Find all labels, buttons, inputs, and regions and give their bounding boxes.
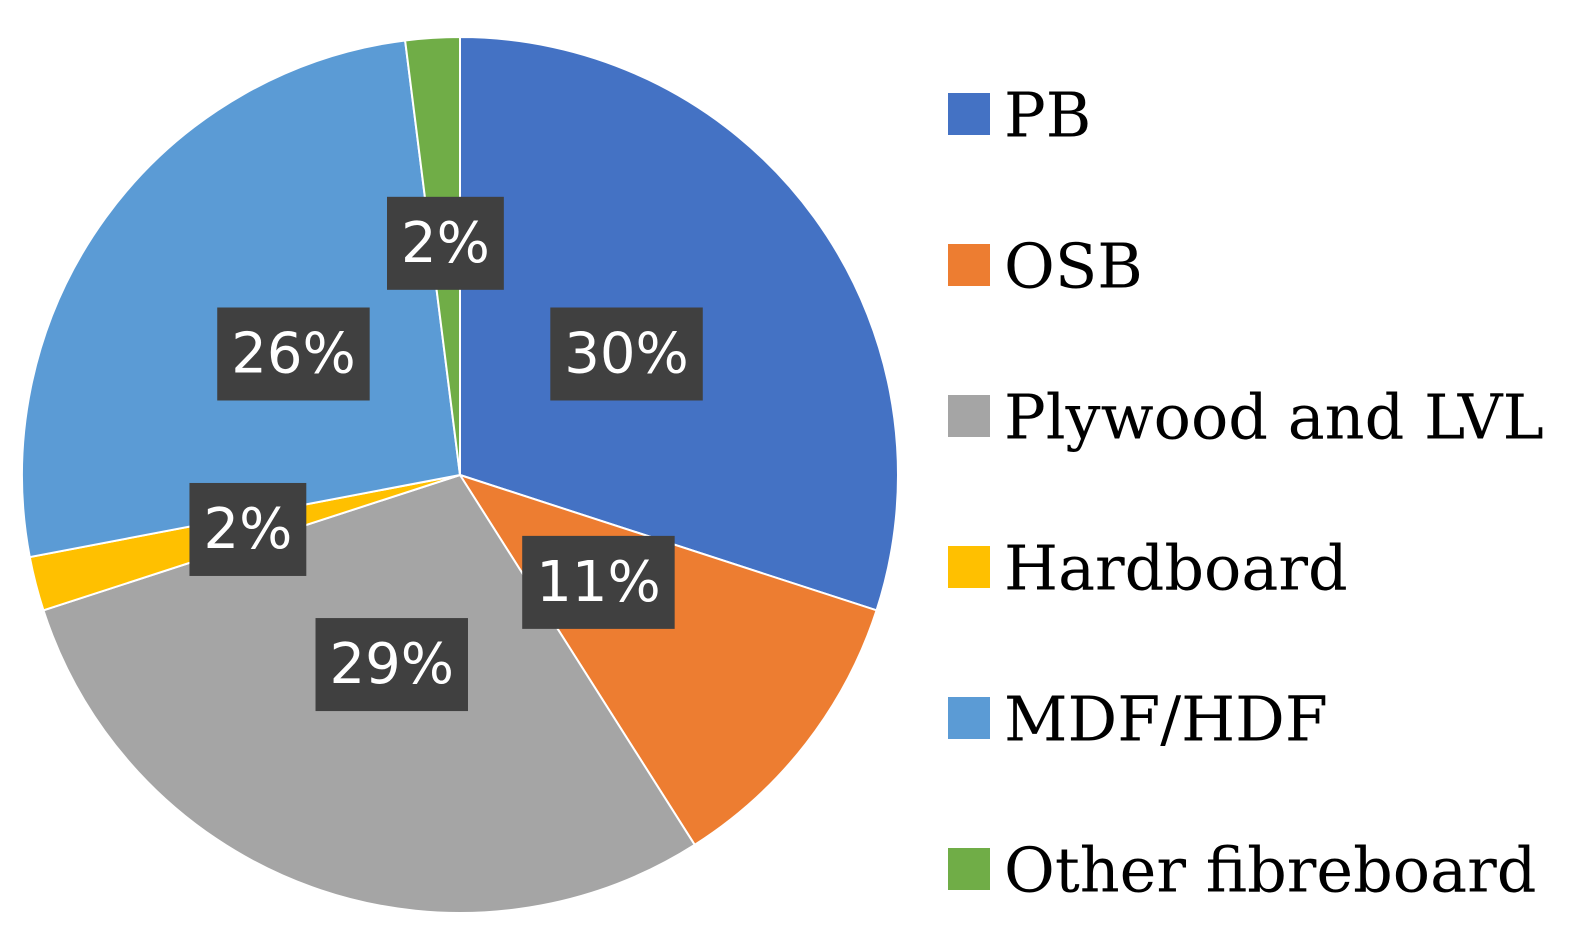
data-label-text: 26%	[231, 321, 355, 386]
legend-swatch	[948, 848, 990, 890]
legend-label: Other fibreboard	[1004, 834, 1536, 907]
data-label-text: 2%	[401, 211, 490, 276]
data-label-plywood-and-lvl: 29%	[315, 618, 468, 712]
data-label-text: 11%	[536, 550, 660, 615]
data-label-box	[189, 482, 307, 576]
pie-slices	[21, 35, 899, 914]
legend-label: Plywood and LVL	[1004, 381, 1544, 454]
legend-swatch	[948, 697, 990, 739]
legend-item-pb: PB	[948, 79, 1091, 152]
legend-label: Hardboard	[1004, 532, 1348, 605]
data-label-osb: 11%	[522, 535, 675, 629]
data-label-hardboard: 2%	[189, 482, 307, 576]
data-label-text: 2%	[203, 497, 292, 562]
data-label-mdf-hdf: 26%	[217, 307, 370, 401]
data-label-box	[522, 535, 675, 629]
legend-swatch	[948, 93, 990, 135]
data-label-box	[550, 307, 703, 401]
legend-item-other-fibreboard: Other fibreboard	[948, 834, 1536, 907]
data-label-text: 29%	[330, 632, 454, 697]
legend-item-mdf-hdf: MDF/HDF	[948, 683, 1328, 756]
data-label-box	[315, 618, 468, 712]
pie-slice-mdf-hdf	[21, 39, 462, 559]
legend-swatch	[948, 395, 990, 437]
data-label-box	[387, 196, 504, 290]
data-label-box	[217, 307, 370, 401]
legend-label: OSB	[1004, 230, 1143, 303]
legend-label: PB	[1004, 79, 1091, 152]
legend-item-plywood-and-lvl: Plywood and LVL	[948, 381, 1544, 454]
data-label-pb: 30%	[550, 307, 703, 401]
legend-item-osb: OSB	[948, 230, 1143, 303]
legend-label: MDF/HDF	[1004, 683, 1328, 756]
data-label-text: 30%	[564, 321, 688, 386]
legend-swatch	[948, 546, 990, 588]
legend-swatch	[948, 244, 990, 286]
legend-item-hardboard: Hardboard	[948, 532, 1348, 605]
data-label-other-fibreboard: 2%	[387, 196, 504, 290]
pie-data-labels: 30% 11% 29% 2% 26% 2%	[189, 196, 703, 712]
legend: PB OSB Plywood and LVL Hardboard MDF/HDF Othe…	[948, 79, 1544, 907]
